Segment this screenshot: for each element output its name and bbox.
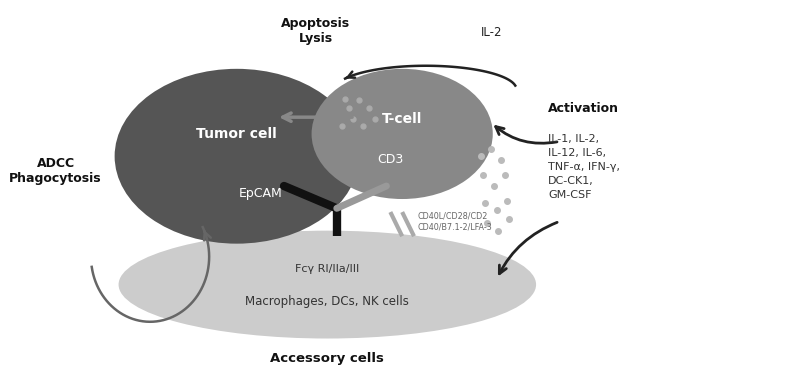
- Text: ADCC
Phagocytosis: ADCC Phagocytosis: [10, 157, 102, 185]
- Text: IL-2: IL-2: [481, 26, 502, 39]
- Text: Accessory cells: Accessory cells: [270, 353, 384, 365]
- Text: IL-1, IL-2,
IL-12, IL-6,
TNF-α, IFN-γ,
DC-CK1,
GM-CSF: IL-1, IL-2, IL-12, IL-6, TNF-α, IFN-γ, D…: [548, 134, 620, 200]
- Text: Fcγ RI/IIa/III: Fcγ RI/IIa/III: [295, 264, 359, 274]
- Text: CD3: CD3: [378, 154, 403, 166]
- Ellipse shape: [311, 69, 493, 199]
- Text: Apoptosis
Lysis: Apoptosis Lysis: [281, 17, 350, 45]
- Text: Tumor cell: Tumor cell: [196, 127, 277, 141]
- Ellipse shape: [114, 69, 359, 244]
- Text: EpCAM: EpCAM: [238, 187, 282, 200]
- Text: CD40L/CD28/CD2
CD40/B7.1-2/LFA-3: CD40L/CD28/CD2 CD40/B7.1-2/LFA-3: [418, 211, 493, 231]
- Ellipse shape: [118, 231, 536, 339]
- Text: Activation: Activation: [548, 102, 619, 115]
- Text: T-cell: T-cell: [382, 112, 422, 126]
- Text: Macrophages, DCs, NK cells: Macrophages, DCs, NK cells: [246, 295, 410, 308]
